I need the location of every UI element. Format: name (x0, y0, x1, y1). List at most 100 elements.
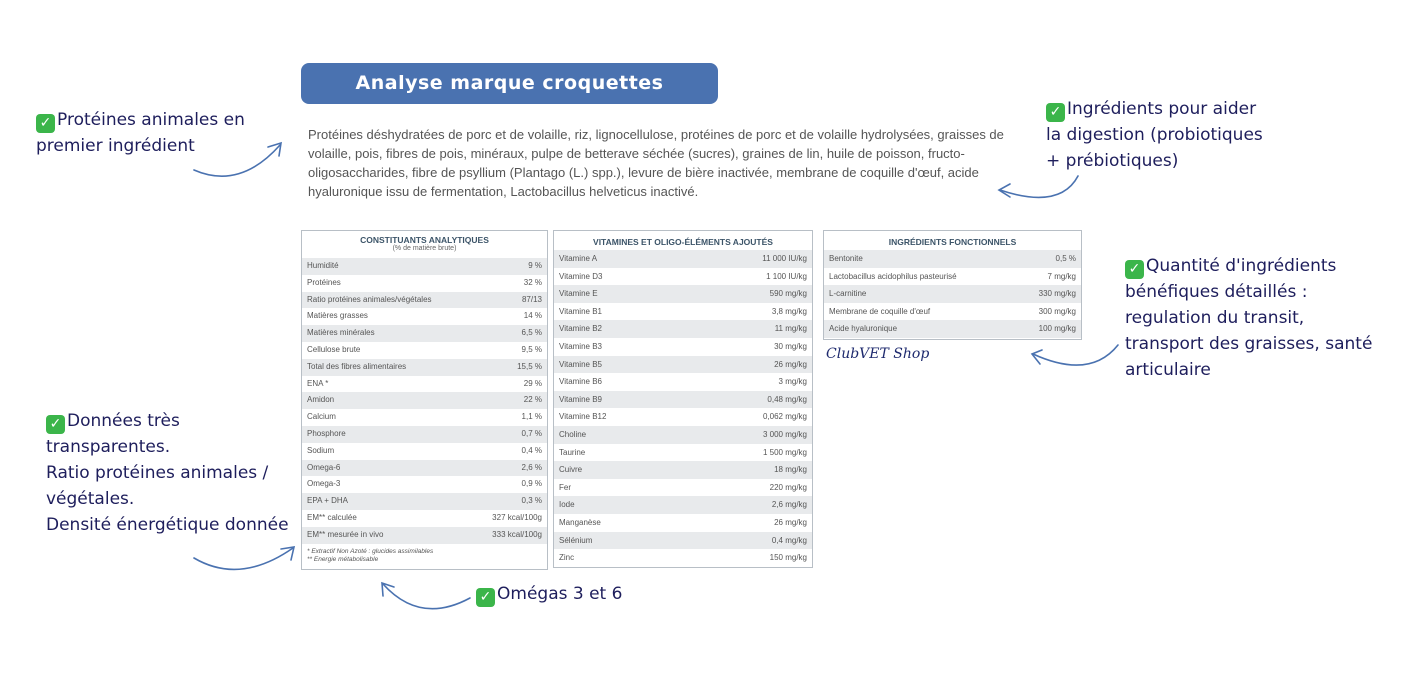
note-text: articulaire (1125, 360, 1211, 380)
row-label: Cellulose brute (307, 344, 361, 354)
row-value: 9 % (528, 261, 542, 270)
note-line: regulation du transit, (1125, 305, 1372, 331)
table-row: Vitamine B3 30 mg/kg (554, 338, 812, 356)
row-value: 333 kcal/100g (492, 529, 542, 539)
row-value: 26 mg/kg (774, 359, 807, 369)
note-text: transparentes. (46, 437, 171, 457)
signature-logo: ClubVET Shop (826, 346, 930, 362)
row-value: 22 % (523, 395, 542, 405)
row-value: 100 mg/kg (1038, 324, 1076, 334)
page-title: Analyse marque croquettes veterinaires (301, 63, 718, 135)
table-row: Membrane de coquille d'œuf 300 mg/kg (824, 303, 1081, 321)
row-label: Amidon (307, 395, 335, 405)
table-row: Vitamine B9 0,48 mg/kg (554, 390, 812, 409)
row-label: Sélénium (559, 535, 593, 545)
row-value: 0,3 % (521, 496, 542, 506)
row-value: 11 000 IU/kg (762, 254, 807, 263)
row-value: 26 mg/kg (774, 517, 807, 527)
note-text: regulation du transit, (1125, 308, 1305, 328)
row-value: 1 500 mg/kg (762, 447, 807, 457)
row-value: 220 mg/kg (769, 482, 807, 492)
row-label: Phosphore (307, 428, 346, 438)
row-label: Calcium (307, 412, 336, 422)
row-value: 300 mg/kg (1038, 306, 1076, 316)
note-text: la digestion (probiotiques (1046, 125, 1263, 145)
table-row: Matières grasses 14 % (302, 308, 547, 325)
table-row: Omega-6 2,6 % (302, 459, 547, 477)
table-row: Vitamine B5 26 mg/kg (554, 355, 812, 374)
row-label: Humidité (307, 261, 339, 270)
note-text: végétales. (46, 489, 135, 509)
table-footnotes: * Extractif Non Azoté : glucides assimil… (302, 544, 547, 568)
note-text: bénéfiques détaillés : (1125, 282, 1308, 302)
table-row: Amidon 22 % (302, 392, 547, 410)
note-ingredients-benefiques: ✓ Quantité d'ingrédients bénéfiques détail… (1125, 253, 1372, 383)
note-line: transport des graisses, santé (1125, 331, 1372, 357)
table-row: Bentonite 0,5 % (824, 250, 1081, 268)
table-row: ENA * 29 % (302, 376, 547, 393)
row-value: 15,5 % (517, 361, 542, 371)
note-line: végétales. (46, 486, 289, 512)
row-label: Ratio protéines animales/végétales (307, 294, 432, 304)
row-value: 3 000 mg/kg (762, 429, 807, 439)
table-row: Choline 3 000 mg/kg (554, 425, 812, 444)
row-label: Acide hyaluronique (829, 324, 898, 334)
table-header: CONSTITUANTS ANALYTIQUES (% de matière br… (302, 231, 547, 258)
table-row: Vitamine B2 11 mg/kg (554, 320, 812, 338)
table-title: CONSTITUANTS ANALYTIQUES (360, 235, 489, 245)
row-value: 1,1 % (521, 412, 542, 422)
table-row: Vitamine B1 3,8 mg/kg (554, 303, 812, 321)
table-body: Vitamine A 11 000 IU/kg Vitamine D3 1 100 I… (554, 250, 812, 567)
row-label: Lactobacillus acidophilus pasteurisé (829, 271, 957, 281)
row-value: 6,5 % (521, 328, 542, 338)
arrow-5 (382, 583, 471, 610)
row-value: 0,9 % (521, 479, 542, 489)
row-value: 327 kcal/100g (492, 512, 542, 522)
note-text: Ingrédients pour aider (1067, 99, 1257, 119)
note-text: Densité énergétique donnée (46, 515, 289, 535)
row-value: 2,6 mg/kg (771, 500, 807, 510)
row-value: 590 mg/kg (769, 289, 807, 299)
row-label: ENA * (307, 378, 329, 388)
note-line: bénéfiques détaillés : (1125, 279, 1372, 305)
table-row: Lactobacillus acidophilus pasteurisé 7 mg… (824, 268, 1081, 286)
note-omegas: ✓ Omégas 3 et 6 (476, 581, 622, 607)
row-label: L-carnitine (829, 289, 867, 299)
note-text: Protéines animales en (57, 110, 245, 130)
row-label: Sodium (307, 445, 335, 455)
row-value: 32 % (523, 277, 542, 287)
table-header: VITAMINES ET OLIGO-ÉLÉMENTS AJOUTÉS (554, 231, 812, 250)
row-value: 18 mg/kg (774, 465, 807, 475)
row-value: 0,4 % (521, 445, 542, 455)
table-row: Taurine 1 500 mg/kg (554, 444, 812, 462)
note-digestion: ✓ Ingrédients pour aider la digestion (pro… (1046, 96, 1263, 174)
row-label: EM** mesurée in vivo (307, 529, 384, 539)
table-row: EM** mesurée in vivo 333 kcal/100g (302, 526, 547, 544)
row-label: EM** calculée (307, 512, 357, 522)
table-row: Ratio protéines animales/végétales 87/13 (302, 291, 547, 309)
row-label: Taurine (559, 447, 586, 457)
row-label: Vitamine B12 (559, 412, 607, 422)
table-row: Omega-3 0,9 % (302, 476, 547, 493)
note-line: ✓ Protéines animales en (36, 107, 245, 133)
row-value: 0,062 mg/kg (762, 412, 807, 422)
table-row: Sodium 0,4 % (302, 443, 547, 460)
row-label: EPA + DHA (307, 496, 348, 506)
arrow-3 (1032, 344, 1119, 366)
table-row: Sélénium 0,4 mg/kg (554, 531, 812, 550)
table-row: Cuivre 18 mg/kg (554, 461, 812, 479)
row-label: Omega-3 (307, 479, 341, 489)
row-value: 11 mg/kg (774, 324, 807, 334)
row-label: Manganèse (559, 517, 601, 527)
table-row: Vitamine A 11 000 IU/kg (554, 250, 812, 268)
row-value: 3 mg/kg (778, 377, 807, 387)
table-row: Total des fibres alimentaires 15,5 % (302, 358, 547, 376)
row-value: 0,7 % (521, 428, 542, 438)
row-value: 1 100 IU/kg (766, 271, 807, 281)
row-value: 2,6 % (521, 462, 542, 472)
note-text: premier ingrédient (36, 136, 195, 156)
row-label: Cuivre (559, 465, 583, 475)
row-value: 150 mg/kg (769, 553, 807, 563)
table-row: EM** calculée 327 kcal/100g (302, 510, 547, 527)
table-body: Humidité 9 % Protéines 32 % Ratio protéines … (302, 258, 547, 544)
